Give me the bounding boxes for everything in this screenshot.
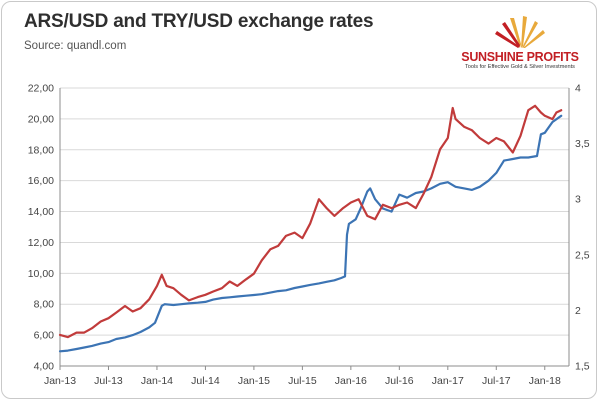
y-right-tick-label: 1,5 <box>575 361 590 373</box>
y-left-tick-label: 8,00 <box>34 299 55 311</box>
y-right-tick-label: 2 <box>575 305 581 317</box>
x-tick-label: Jan-16 <box>335 375 367 387</box>
logo-tagline: Tools for Effective Gold & Silver Invest… <box>465 64 575 70</box>
x-tick-label: Jan-17 <box>432 375 464 387</box>
logo-name: SUNSHINE PROFITS <box>461 50 579 64</box>
y-left-tick-label: 20,00 <box>28 113 54 125</box>
y-right-tick-label: 3 <box>575 194 581 206</box>
x-tick-label: Jul-16 <box>385 375 414 387</box>
series-line-ars-usd <box>58 114 563 353</box>
sunshine-profits-logo: SUNSHINE PROFITS Tools for Effective Gol… <box>450 14 590 74</box>
y-left-tick-label: 16,00 <box>28 175 54 187</box>
chart-source: Source: quandl.com <box>24 40 127 52</box>
y-left-tick-label: 6,00 <box>34 330 55 342</box>
x-tick-label: Jul-17 <box>482 375 511 387</box>
y-left-tick-label: 14,00 <box>28 206 54 218</box>
x-tick-label: Jan-13 <box>44 375 76 387</box>
series-line-try-usd <box>58 104 563 339</box>
x-tick-label: Jul-14 <box>191 375 220 387</box>
y-right-tick-label: 2,5 <box>575 249 590 261</box>
x-tick-label: Jul-13 <box>94 375 123 387</box>
y-right-tick-label: 3,5 <box>575 138 590 150</box>
y-left-tick-label: 18,00 <box>28 144 54 156</box>
line-chart: 4,00 6,00 8,00 10,00 12,00 14,00 16,00 18,00 20,… <box>28 83 590 388</box>
y-left-tick-label: 12,00 <box>28 237 54 249</box>
y-left-tick-label: 22,00 <box>28 83 54 95</box>
chart-title: ARS/USD and TRY/USD exchange rates <box>24 11 374 32</box>
y-left-tick-label: 4,00 <box>34 361 55 373</box>
x-tick-label: Jan-15 <box>238 375 270 387</box>
x-tick-label: Jul-15 <box>288 375 317 387</box>
x-tick-label: Jan-18 <box>529 375 561 387</box>
x-tick-label: Jan-14 <box>141 375 173 387</box>
y-right-tick-label: 4 <box>575 83 581 95</box>
y-left-tick-label: 10,00 <box>28 268 54 280</box>
sun-icon <box>495 16 545 48</box>
